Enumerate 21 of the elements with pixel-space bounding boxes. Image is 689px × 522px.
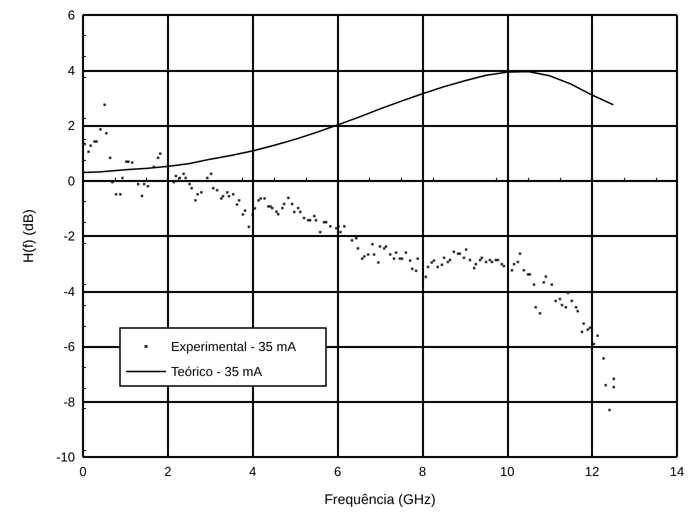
y-tick-label: -2 <box>63 228 75 244</box>
y-tick-label: -4 <box>63 284 75 299</box>
y-tick-label: -6 <box>63 339 75 354</box>
y-tick-label: 6 <box>68 8 75 22</box>
y-tick-label: -8 <box>63 394 75 410</box>
x-tick-label: 10 <box>500 464 515 479</box>
x-tick-label: 8 <box>418 464 426 479</box>
y-tick-label: 4 <box>68 62 75 78</box>
x-tick-label: 14 <box>670 464 684 479</box>
x-tick-label: 0 <box>79 464 87 479</box>
x-tick-label: 4 <box>249 464 256 479</box>
x-tick-label: 12 <box>584 464 600 479</box>
legend-label: Teórico - 35 mA <box>171 364 262 379</box>
legend-label: Experimental - 35 mA <box>171 339 296 354</box>
y-tick-label: 2 <box>68 118 75 133</box>
x-axis-title: Frequência (GHz) <box>324 491 436 507</box>
y-tick-label: -10 <box>56 450 75 464</box>
x-tick-label: 6 <box>334 464 342 479</box>
y-axis-title: H(f) (dB) <box>20 209 36 263</box>
y-tick-label: 0 <box>68 173 75 188</box>
x-tick-label: 2 <box>164 464 172 479</box>
